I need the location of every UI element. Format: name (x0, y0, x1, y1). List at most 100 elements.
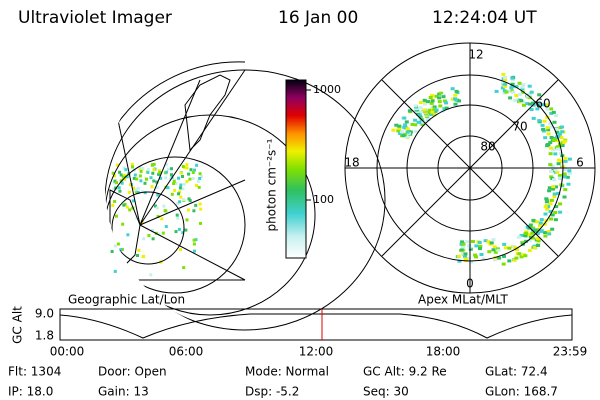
emission-pixel (115, 163, 119, 167)
emission-pixel (155, 206, 159, 210)
emission-pixel (560, 130, 565, 134)
emission-pixel (563, 159, 568, 163)
emission-pixel (157, 232, 161, 236)
x-tick-label: 06:00 (169, 345, 204, 359)
emission-pixel (425, 108, 430, 112)
emission-pixel (413, 130, 418, 133)
emission-pixel (500, 86, 505, 90)
emission-pixel (546, 128, 551, 132)
emission-pixel (422, 102, 427, 106)
emission-pixel (156, 215, 160, 218)
emission-pixel (500, 81, 505, 85)
emission-pixel (118, 189, 122, 193)
emission-pixel (185, 166, 189, 170)
emission-pixel (486, 240, 491, 244)
emission-pixel (429, 113, 434, 117)
emission-pixel (543, 136, 548, 140)
emission-pixel (112, 181, 116, 185)
emission-pixel (192, 209, 196, 213)
emission-pixel (537, 119, 542, 123)
emission-pixel (463, 257, 468, 261)
emission-pixel (559, 136, 564, 139)
emission-pixel (535, 220, 540, 224)
emission-pixel (520, 87, 525, 91)
emission-pixel (502, 254, 506, 258)
emission-pixel (187, 197, 191, 201)
mlat-label: 60 (535, 97, 550, 111)
emission-pixel (133, 173, 137, 177)
emission-pixel (541, 127, 546, 131)
emission-pixel (556, 192, 561, 195)
status-field: Dsp: -5.2 (245, 385, 299, 399)
emission-pixel (535, 107, 540, 111)
emission-pixel (111, 171, 115, 175)
emission-pixel (122, 203, 126, 207)
emission-pixel (196, 179, 200, 183)
emission-pixel (150, 163, 154, 167)
emission-pixel (556, 147, 560, 151)
emission-pixel (479, 253, 484, 256)
emission-pixel (162, 204, 166, 208)
emission-pixel (111, 203, 115, 207)
emission-pixel (563, 188, 568, 192)
emission-pixel (551, 169, 556, 172)
status-field: GLon: 168.7 (485, 385, 558, 399)
status-field: Gain: 13 (98, 385, 149, 399)
emission-pixel (531, 116, 536, 120)
emission-pixel (535, 228, 540, 232)
emission-pixel (152, 179, 156, 183)
emission-pixel (192, 242, 196, 246)
emission-pixel (517, 92, 522, 96)
time: 12:24:04 UT (432, 8, 537, 28)
emission-pixel (512, 258, 517, 262)
emission-pixel (187, 172, 191, 176)
emission-pixel (567, 171, 572, 175)
emission-pixel (113, 269, 117, 273)
emission-pixel (115, 181, 119, 185)
status-field: GC Alt: 9.2 Re (363, 365, 447, 379)
emission-pixel (542, 222, 547, 226)
emission-pixel (528, 102, 533, 106)
emission-pixel (491, 238, 496, 242)
emission-pixel (422, 108, 427, 112)
emission-pixel (430, 94, 434, 98)
emission-pixel (478, 247, 482, 251)
emission-pixel (430, 106, 435, 110)
emission-pixel (459, 248, 464, 252)
emission-pixel (453, 102, 458, 106)
emission-pixel (535, 244, 540, 247)
emission-pixel (437, 100, 442, 104)
emission-pixel (469, 260, 474, 264)
emission-pixel (503, 246, 508, 250)
emission-pixel (405, 127, 410, 131)
emission-pixel (514, 94, 519, 98)
emission-pixel (457, 99, 461, 103)
emission-pixel (501, 262, 506, 266)
emission-pixel (503, 82, 508, 86)
emission-pixel (554, 205, 559, 209)
emission-pixel (481, 257, 486, 261)
emission-pixel (549, 107, 554, 111)
x-tick-label: 23:59 (553, 345, 588, 359)
emission-pixel (503, 84, 508, 88)
emission-pixel (151, 171, 155, 175)
emission-pixel (426, 100, 430, 104)
emission-pixel (558, 151, 563, 155)
emission-pixel (182, 182, 186, 186)
emission-pixel (551, 185, 556, 189)
emission-pixel (520, 241, 525, 245)
globe-grid (105, 61, 386, 331)
status-field: Mode: Normal (245, 365, 329, 379)
emission-pixel (552, 178, 556, 182)
emission-pixel (457, 259, 462, 263)
emission-pixel (146, 168, 150, 172)
emission-pixel (184, 228, 188, 232)
emission-pixel (537, 224, 542, 228)
emission-pixel (185, 180, 189, 183)
emission-pixel (142, 237, 146, 241)
emission-pixel (522, 103, 526, 107)
emission-pixel (150, 185, 154, 189)
emission-pixel (527, 239, 532, 242)
emission-pixel (556, 158, 561, 162)
